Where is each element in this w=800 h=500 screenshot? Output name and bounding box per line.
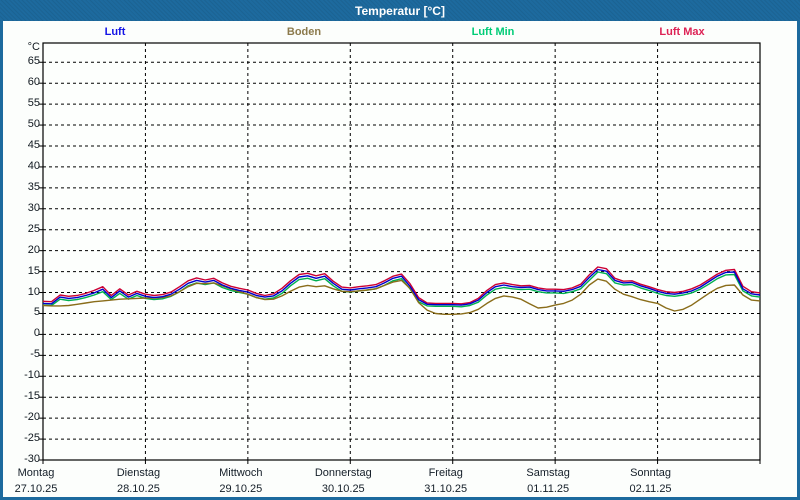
y-tick-label: 45: [27, 138, 40, 151]
day-date-label: 02.11.25: [629, 483, 672, 495]
y-tick-label: -25: [24, 432, 40, 445]
day-name-label: Freitag: [428, 467, 463, 479]
day-date-label: 31.10.25: [424, 483, 468, 495]
y-axis-unit-label: °C: [27, 41, 40, 53]
legend-item-luft-max: Luft Max: [659, 26, 705, 38]
series-line-boden: [42, 278, 761, 315]
series-line-luft: [42, 268, 761, 306]
day-name-label: Mittwoch: [219, 467, 263, 479]
day-name-label: Montag: [17, 467, 55, 479]
y-tick-label: 10: [27, 285, 40, 298]
y-tick-label: 5: [33, 306, 40, 319]
window-title: Temperatur [°C]: [355, 3, 445, 18]
y-tick-label: 50: [27, 118, 40, 131]
legend-item-boden: Boden: [286, 26, 322, 38]
window-titlebar[interactable]: Temperatur [°C]: [0, 0, 800, 21]
series-line-luft-max: [42, 266, 761, 305]
y-tick-label: 0: [33, 327, 40, 340]
day-name-label: Samstag: [526, 467, 570, 479]
day-name-label: Sonntag: [630, 467, 672, 479]
legend-item-luft: Luft: [104, 26, 126, 38]
y-tick-label: -20: [24, 411, 40, 424]
day-date-label: 30.10.25: [321, 483, 365, 495]
y-tick-label: 60: [27, 76, 40, 89]
chart-panel: Luft Boden Luft Min Luft Max °C 65 60 55 50…: [3, 21, 797, 497]
y-tick-label: 55: [27, 97, 40, 110]
y-tick-label: -30: [24, 453, 40, 465]
day-name-label: Dienstag: [116, 467, 161, 479]
series-line-luft-min: [42, 271, 761, 308]
y-tick-label: 65: [27, 55, 40, 68]
y-tick-label: 15: [27, 264, 40, 277]
y-tick-label: 30: [27, 201, 40, 214]
day-date-label: 01.11.25: [527, 483, 570, 495]
y-tick-label: 40: [27, 159, 40, 172]
legend-item-luft-min: Luft Min: [471, 26, 515, 38]
y-tick-label: 35: [27, 180, 40, 193]
plot-area: °C 65 60 55 50 45 40 35 30 25 20 15 10 5 0 -5 -10 -15 -20…: [3, 21, 797, 497]
day-date-label: 27.10.25: [14, 483, 58, 495]
y-tick-label: -10: [24, 369, 40, 382]
day-name-label: Donnerstag: [314, 467, 372, 479]
y-tick-label: -15: [24, 390, 40, 403]
y-tick-label: 20: [27, 243, 40, 256]
y-tick-label: 25: [27, 222, 40, 235]
y-tick-label: -5: [30, 348, 40, 361]
day-date-label: 28.10.25: [117, 483, 160, 495]
temperature-chart: [39, 42, 761, 464]
day-date-label: 29.10.25: [219, 483, 263, 495]
